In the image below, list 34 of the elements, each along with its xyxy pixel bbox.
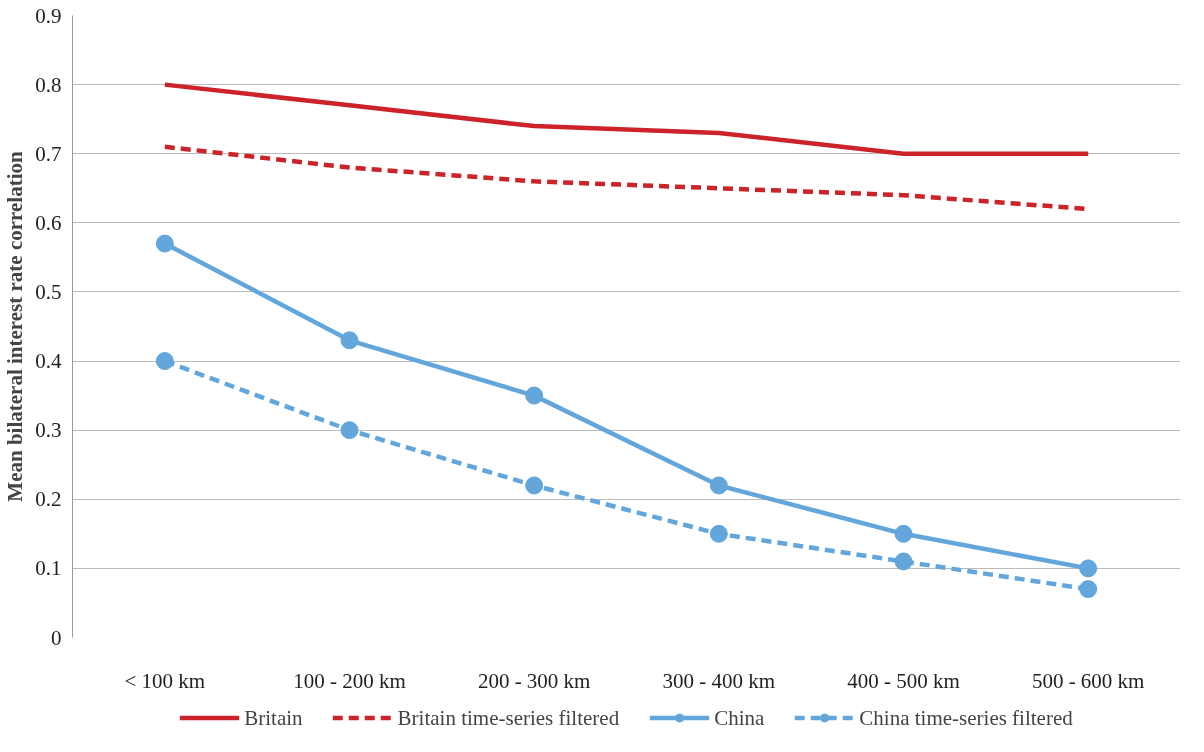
y-tick-label: 0.5 (35, 279, 62, 304)
y-axis-title: Mean bilateral interest rate correlation (3, 151, 28, 502)
point (709, 524, 728, 543)
point (1079, 580, 1098, 599)
point (894, 552, 913, 571)
line-series (162, 82, 1091, 156)
point (155, 352, 174, 371)
y-tick-label: 0.9 (35, 3, 62, 28)
x-tick-label: 500 - 600 km (1031, 668, 1145, 693)
point (709, 476, 728, 495)
y-tick-label: 0.8 (35, 72, 62, 97)
x-tick-label: 200 - 300 km (477, 668, 591, 693)
y-tick-label: 0.7 (35, 141, 62, 166)
x-tick-label: 400 - 500 km (847, 668, 960, 693)
y-tick-label: 0.1 (35, 556, 62, 581)
y-tick-label: 0.2 (35, 487, 62, 512)
y-tick-label: 0.6 (35, 210, 62, 235)
legend-label: Britain time-series filtered (397, 705, 620, 730)
point (155, 234, 174, 253)
x-tick-label: < 100 km (124, 668, 206, 693)
point (525, 476, 544, 495)
y-tick-label: 0.4 (35, 349, 62, 374)
point (894, 524, 913, 543)
legend-label: Britain (244, 705, 303, 730)
y-tick-label: 0.3 (35, 418, 62, 443)
point (340, 421, 359, 440)
y-tick-label: 0 (51, 625, 62, 650)
x-tick-label: 100 - 200 km (293, 668, 406, 693)
point (525, 386, 544, 405)
point (1079, 559, 1098, 578)
x-tick-label: 300 - 400 km (662, 668, 776, 693)
legend-label: China time-series filtered (859, 705, 1073, 730)
legend-label: China (714, 705, 765, 730)
point (340, 331, 359, 350)
